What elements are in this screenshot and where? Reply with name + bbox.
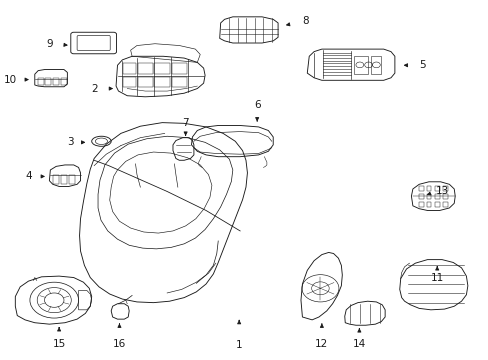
Text: 1: 1 [235, 339, 242, 350]
Bar [354, 56, 367, 74]
Bar [123, 77, 136, 87]
Text: 7: 7 [182, 118, 188, 128]
Bar [434, 202, 439, 207]
Bar [69, 175, 75, 184]
Text: 8: 8 [302, 17, 308, 27]
Bar [426, 186, 430, 192]
Text: 9: 9 [46, 39, 53, 49]
Bar [154, 77, 170, 87]
Text: 6: 6 [253, 100, 260, 110]
Bar [45, 78, 51, 85]
Text: 4: 4 [25, 171, 32, 181]
Bar [418, 186, 423, 192]
Text: 2: 2 [91, 84, 98, 94]
Bar [53, 175, 59, 184]
Bar [61, 175, 67, 184]
Bar [442, 186, 447, 192]
Bar [370, 56, 381, 74]
Text: 12: 12 [315, 338, 328, 348]
Bar [434, 186, 439, 192]
Text: 16: 16 [113, 338, 126, 348]
Text: 14: 14 [352, 338, 365, 348]
Bar [38, 78, 43, 85]
Bar [53, 78, 59, 85]
Text: 10: 10 [4, 75, 17, 85]
Bar [426, 194, 430, 199]
Bar [418, 194, 423, 199]
Bar [426, 202, 430, 207]
Bar [138, 63, 152, 74]
Text: 3: 3 [67, 138, 74, 147]
Bar [138, 77, 152, 87]
Text: 13: 13 [435, 186, 448, 197]
Bar [172, 63, 186, 74]
Bar [172, 77, 186, 87]
Bar [418, 202, 423, 207]
Text: 5: 5 [418, 60, 425, 70]
Text: 15: 15 [52, 338, 65, 348]
Text: 11: 11 [430, 273, 443, 283]
Bar [434, 194, 439, 199]
Bar [154, 63, 170, 74]
Bar [123, 63, 136, 74]
Bar [442, 194, 447, 199]
Bar [442, 202, 447, 207]
Bar [61, 78, 67, 85]
